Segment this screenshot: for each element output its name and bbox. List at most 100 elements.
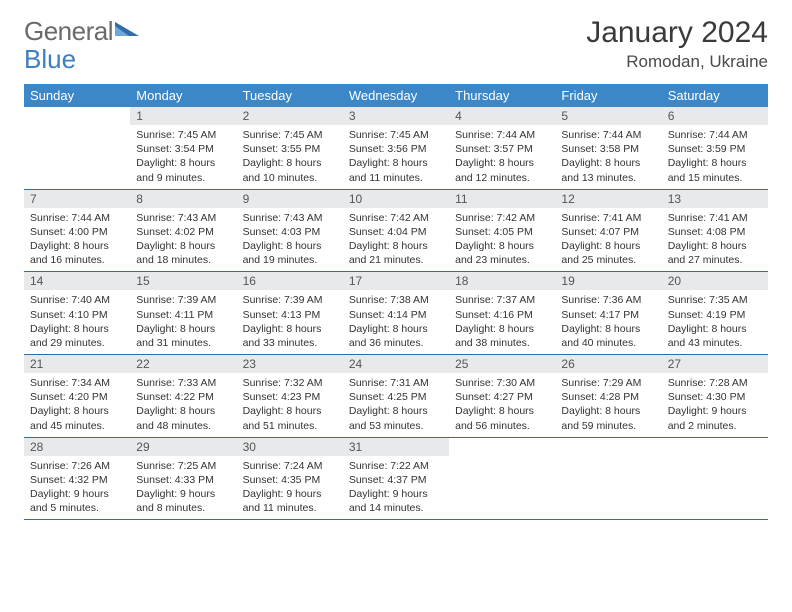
logo-triangle-icon — [115, 12, 139, 43]
day-number: 18 — [449, 272, 555, 290]
day-details: Sunrise: 7:44 AMSunset: 3:57 PMDaylight:… — [449, 125, 555, 189]
calendar-week-row: 14Sunrise: 7:40 AMSunset: 4:10 PMDayligh… — [24, 272, 768, 355]
calendar-week-row: 21Sunrise: 7:34 AMSunset: 4:20 PMDayligh… — [24, 355, 768, 438]
calendar-cell: 20Sunrise: 7:35 AMSunset: 4:19 PMDayligh… — [662, 272, 768, 355]
calendar-week-row: 7Sunrise: 7:44 AMSunset: 4:00 PMDaylight… — [24, 189, 768, 272]
day-details: Sunrise: 7:43 AMSunset: 4:03 PMDaylight:… — [237, 208, 343, 272]
calendar-cell — [555, 437, 661, 520]
day-details: Sunrise: 7:40 AMSunset: 4:10 PMDaylight:… — [24, 290, 130, 354]
day-details: Sunrise: 7:28 AMSunset: 4:30 PMDaylight:… — [662, 373, 768, 437]
day-details: Sunrise: 7:29 AMSunset: 4:28 PMDaylight:… — [555, 373, 661, 437]
calendar-cell: 28Sunrise: 7:26 AMSunset: 4:32 PMDayligh… — [24, 437, 130, 520]
day-number: 22 — [130, 355, 236, 373]
day-details: Sunrise: 7:43 AMSunset: 4:02 PMDaylight:… — [130, 208, 236, 272]
day-number: 7 — [24, 190, 130, 208]
day-details: Sunrise: 7:33 AMSunset: 4:22 PMDaylight:… — [130, 373, 236, 437]
day-number: 2 — [237, 107, 343, 125]
calendar-cell: 13Sunrise: 7:41 AMSunset: 4:08 PMDayligh… — [662, 189, 768, 272]
calendar-cell — [449, 437, 555, 520]
calendar-cell: 3Sunrise: 7:45 AMSunset: 3:56 PMDaylight… — [343, 107, 449, 189]
calendar-cell: 25Sunrise: 7:30 AMSunset: 4:27 PMDayligh… — [449, 355, 555, 438]
day-details: Sunrise: 7:45 AMSunset: 3:54 PMDaylight:… — [130, 125, 236, 189]
day-number: 24 — [343, 355, 449, 373]
day-number: 26 — [555, 355, 661, 373]
day-details: Sunrise: 7:37 AMSunset: 4:16 PMDaylight:… — [449, 290, 555, 354]
day-number: 3 — [343, 107, 449, 125]
calendar-cell: 10Sunrise: 7:42 AMSunset: 4:04 PMDayligh… — [343, 189, 449, 272]
day-number: 12 — [555, 190, 661, 208]
day-number: 17 — [343, 272, 449, 290]
calendar-cell: 7Sunrise: 7:44 AMSunset: 4:00 PMDaylight… — [24, 189, 130, 272]
day-details: Sunrise: 7:35 AMSunset: 4:19 PMDaylight:… — [662, 290, 768, 354]
weekday-header: Wednesday — [343, 84, 449, 107]
calendar-cell: 5Sunrise: 7:44 AMSunset: 3:58 PMDaylight… — [555, 107, 661, 189]
day-details: Sunrise: 7:41 AMSunset: 4:07 PMDaylight:… — [555, 208, 661, 272]
day-details: Sunrise: 7:42 AMSunset: 4:04 PMDaylight:… — [343, 208, 449, 272]
day-details: Sunrise: 7:26 AMSunset: 4:32 PMDaylight:… — [24, 456, 130, 520]
day-details: Sunrise: 7:31 AMSunset: 4:25 PMDaylight:… — [343, 373, 449, 437]
day-number: 29 — [130, 438, 236, 456]
day-details: Sunrise: 7:34 AMSunset: 4:20 PMDaylight:… — [24, 373, 130, 437]
weekday-header-row: Sunday Monday Tuesday Wednesday Thursday… — [24, 84, 768, 107]
calendar-cell: 27Sunrise: 7:28 AMSunset: 4:30 PMDayligh… — [662, 355, 768, 438]
calendar-cell: 12Sunrise: 7:41 AMSunset: 4:07 PMDayligh… — [555, 189, 661, 272]
day-number: 9 — [237, 190, 343, 208]
day-number: 21 — [24, 355, 130, 373]
calendar-cell: 18Sunrise: 7:37 AMSunset: 4:16 PMDayligh… — [449, 272, 555, 355]
calendar-cell — [662, 437, 768, 520]
calendar-cell: 24Sunrise: 7:31 AMSunset: 4:25 PMDayligh… — [343, 355, 449, 438]
calendar-cell: 17Sunrise: 7:38 AMSunset: 4:14 PMDayligh… — [343, 272, 449, 355]
calendar-cell: 15Sunrise: 7:39 AMSunset: 4:11 PMDayligh… — [130, 272, 236, 355]
brand-part2: Blue — [24, 44, 76, 75]
day-details: Sunrise: 7:41 AMSunset: 4:08 PMDaylight:… — [662, 208, 768, 272]
day-details: Sunrise: 7:44 AMSunset: 3:59 PMDaylight:… — [662, 125, 768, 189]
day-number: 8 — [130, 190, 236, 208]
day-number: 27 — [662, 355, 768, 373]
calendar-week-row: 1Sunrise: 7:45 AMSunset: 3:54 PMDaylight… — [24, 107, 768, 189]
day-details: Sunrise: 7:39 AMSunset: 4:13 PMDaylight:… — [237, 290, 343, 354]
day-number: 14 — [24, 272, 130, 290]
calendar-cell: 2Sunrise: 7:45 AMSunset: 3:55 PMDaylight… — [237, 107, 343, 189]
weekday-header: Monday — [130, 84, 236, 107]
day-details: Sunrise: 7:45 AMSunset: 3:56 PMDaylight:… — [343, 125, 449, 189]
weekday-header: Friday — [555, 84, 661, 107]
day-number: 30 — [237, 438, 343, 456]
calendar-cell: 1Sunrise: 7:45 AMSunset: 3:54 PMDaylight… — [130, 107, 236, 189]
calendar-cell: 14Sunrise: 7:40 AMSunset: 4:10 PMDayligh… — [24, 272, 130, 355]
month-title: January 2024 — [586, 16, 768, 50]
day-number: 4 — [449, 107, 555, 125]
calendar-cell: 21Sunrise: 7:34 AMSunset: 4:20 PMDayligh… — [24, 355, 130, 438]
weekday-header: Tuesday — [237, 84, 343, 107]
day-details: Sunrise: 7:24 AMSunset: 4:35 PMDaylight:… — [237, 456, 343, 520]
day-details: Sunrise: 7:22 AMSunset: 4:37 PMDaylight:… — [343, 456, 449, 520]
day-number: 13 — [662, 190, 768, 208]
day-details: Sunrise: 7:25 AMSunset: 4:33 PMDaylight:… — [130, 456, 236, 520]
day-number: 28 — [24, 438, 130, 456]
calendar-cell: 11Sunrise: 7:42 AMSunset: 4:05 PMDayligh… — [449, 189, 555, 272]
calendar-cell: 19Sunrise: 7:36 AMSunset: 4:17 PMDayligh… — [555, 272, 661, 355]
calendar-cell: 16Sunrise: 7:39 AMSunset: 4:13 PMDayligh… — [237, 272, 343, 355]
header: General January 2024 Romodan, Ukraine — [24, 16, 768, 72]
day-number: 16 — [237, 272, 343, 290]
day-details: Sunrise: 7:44 AMSunset: 4:00 PMDaylight:… — [24, 208, 130, 272]
brand-logo: General — [24, 16, 139, 47]
calendar-cell: 9Sunrise: 7:43 AMSunset: 4:03 PMDaylight… — [237, 189, 343, 272]
calendar-table: Sunday Monday Tuesday Wednesday Thursday… — [24, 84, 768, 520]
day-number: 25 — [449, 355, 555, 373]
day-details: Sunrise: 7:45 AMSunset: 3:55 PMDaylight:… — [237, 125, 343, 189]
day-number: 19 — [555, 272, 661, 290]
calendar-cell: 30Sunrise: 7:24 AMSunset: 4:35 PMDayligh… — [237, 437, 343, 520]
day-number: 11 — [449, 190, 555, 208]
brand-part1: General — [24, 16, 113, 47]
calendar-cell: 6Sunrise: 7:44 AMSunset: 3:59 PMDaylight… — [662, 107, 768, 189]
location: Romodan, Ukraine — [586, 52, 768, 72]
day-details: Sunrise: 7:30 AMSunset: 4:27 PMDaylight:… — [449, 373, 555, 437]
day-number: 23 — [237, 355, 343, 373]
weekday-header: Thursday — [449, 84, 555, 107]
day-number: 6 — [662, 107, 768, 125]
calendar-cell: 23Sunrise: 7:32 AMSunset: 4:23 PMDayligh… — [237, 355, 343, 438]
day-details: Sunrise: 7:38 AMSunset: 4:14 PMDaylight:… — [343, 290, 449, 354]
day-details: Sunrise: 7:36 AMSunset: 4:17 PMDaylight:… — [555, 290, 661, 354]
day-number: 15 — [130, 272, 236, 290]
day-details: Sunrise: 7:32 AMSunset: 4:23 PMDaylight:… — [237, 373, 343, 437]
